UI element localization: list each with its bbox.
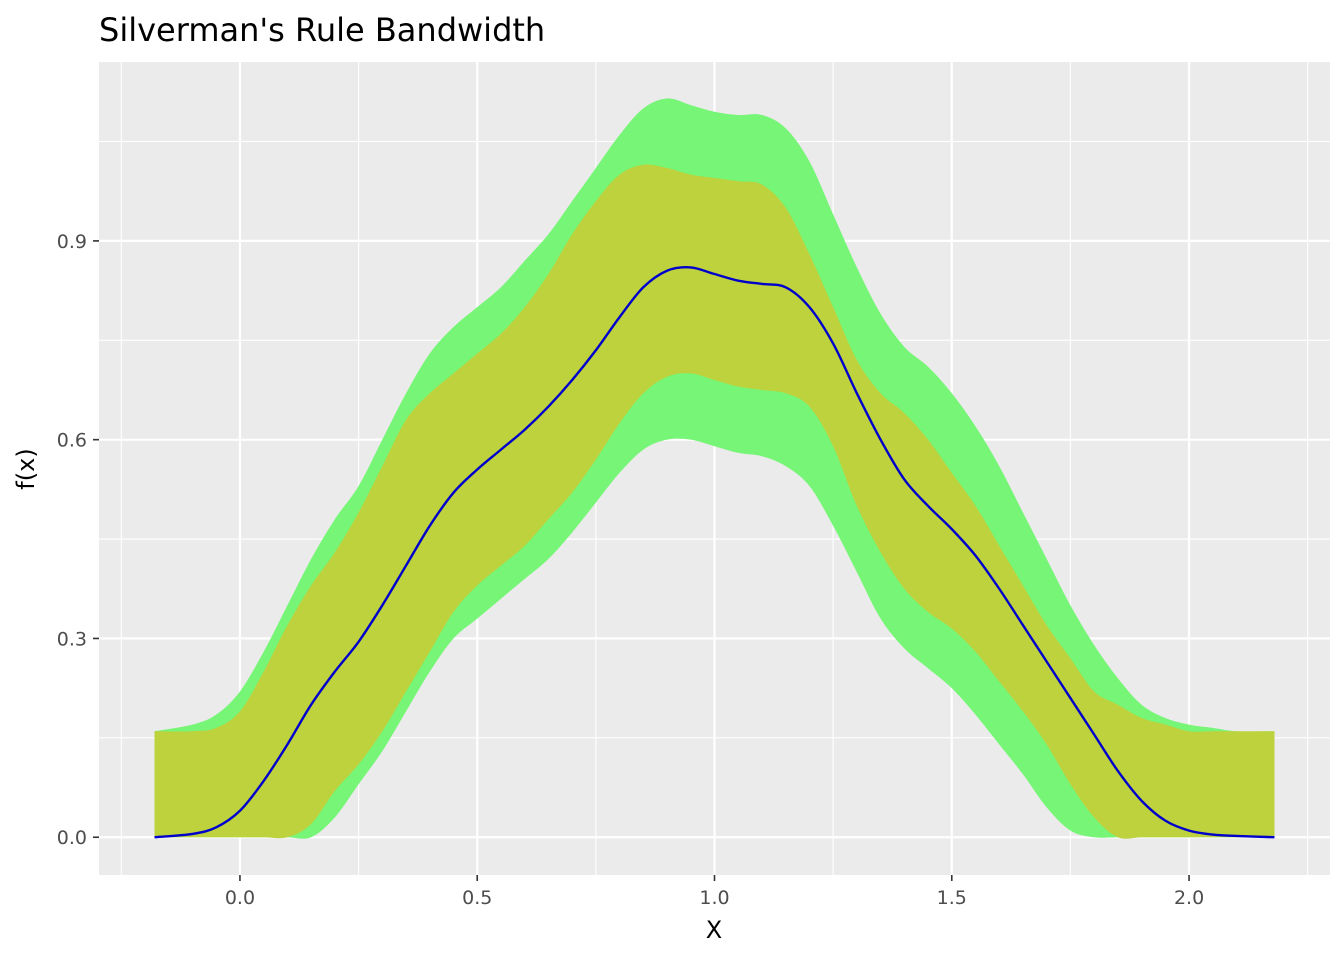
x-tick-label: 0.5 (462, 887, 492, 909)
x-axis: 0.0 0.5 1.0 1.5 2.0 (225, 875, 1204, 909)
confidence-bands (154, 98, 1275, 839)
density-lines (154, 266, 1275, 839)
inner-confidence-band (154, 164, 1275, 839)
x-axis-title: X (706, 916, 722, 944)
y-axis: 0.0 0.3 0.6 0.9 (57, 231, 99, 849)
y-tick-label: 0.6 (57, 430, 87, 452)
y-axis-title: f(x) (12, 448, 40, 489)
y-tick-label: 0.9 (57, 231, 87, 253)
x-tick-label: 1.0 (699, 887, 729, 909)
y-tick-label: 0.3 (57, 628, 87, 650)
x-tick-label: 2.0 (1174, 887, 1204, 909)
chart-title: Silverman's Rule Bandwidth (99, 11, 545, 49)
density-estimate-line (154, 266, 1275, 839)
y-tick-label: 0.0 (57, 827, 87, 849)
x-tick-label: 1.5 (937, 887, 967, 909)
x-tick-label: 0.0 (225, 887, 255, 909)
